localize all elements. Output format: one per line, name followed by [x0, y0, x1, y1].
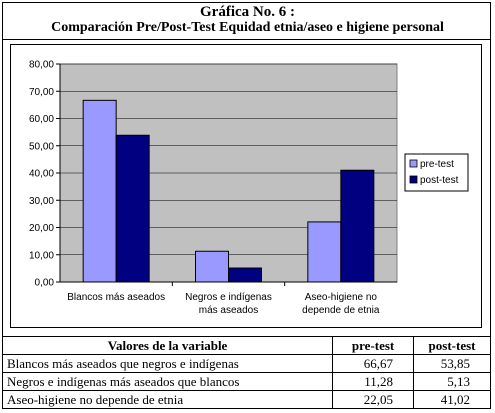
y-tick-label: 10,00 [29, 250, 54, 261]
y-tick-label: 80,00 [29, 60, 54, 71]
table-header-row: Valores de la variable pre-test post-tes… [1, 336, 491, 355]
legend-label-post-test: post-test [420, 175, 459, 186]
x-category-label: Negros e indígenas más aseados [185, 292, 272, 316]
y-tick-label: 70,00 [29, 87, 54, 98]
bar-post-test [115, 134, 150, 283]
row-pre-value: 66,67 [332, 354, 415, 373]
y-tick-label: 60,00 [29, 114, 54, 125]
chart-area [10, 44, 482, 328]
table-row: Aseo-higiene no depende de etnia 22,05 4… [1, 390, 491, 409]
bar-post-test [228, 267, 262, 283]
title-divider [2, 39, 491, 40]
row-pre-value: 11,28 [332, 372, 415, 391]
y-tick-label: 40,00 [29, 169, 54, 180]
chart-title: Comparación Pre/Post-Test Equidad etnia/… [51, 20, 444, 35]
row-post-value: 5,13 [413, 372, 491, 391]
figure-number: Gráfica No. 6 : [200, 4, 295, 20]
bar-pre-test [195, 250, 229, 283]
figure-frame [2, 2, 491, 409]
values-table: Valores de la variable pre-test post-tes… [1, 336, 491, 409]
row-label: Negros e indígenas más aseados que blanc… [1, 372, 334, 391]
row-pre-value: 22,05 [332, 390, 415, 409]
bar-pre-test [82, 99, 117, 283]
bar-pre-test [307, 221, 342, 283]
header-variable: Valores de la variable [1, 336, 334, 355]
x-category-label: Aseo-higiene no depende de etnia [302, 292, 380, 316]
table-row: Blancos más aseados que negros e indígen… [1, 354, 491, 373]
x-category-label: Blancos más aseados [67, 292, 165, 303]
legend-swatch-post-test [409, 175, 418, 184]
bar-post-test [340, 169, 375, 283]
row-post-value: 53,85 [413, 354, 491, 373]
y-tick-label: 50,00 [29, 141, 54, 152]
header-pre-test: pre-test [332, 336, 415, 355]
legend-label-pre-test: pre-test [420, 159, 454, 170]
row-label: Blancos más aseados que negros e indígen… [1, 354, 334, 373]
legend-swatch-pre-test [409, 159, 418, 168]
row-label: Aseo-higiene no depende de etnia [1, 390, 334, 409]
y-tick-label: 0,00 [35, 278, 55, 289]
row-post-value: 41,02 [413, 390, 491, 409]
table-row: Negros e indígenas más aseados que blanc… [1, 372, 491, 391]
header-post-test: post-test [413, 336, 491, 355]
y-tick-label: 30,00 [29, 196, 54, 207]
y-tick-label: 20,00 [29, 223, 54, 234]
